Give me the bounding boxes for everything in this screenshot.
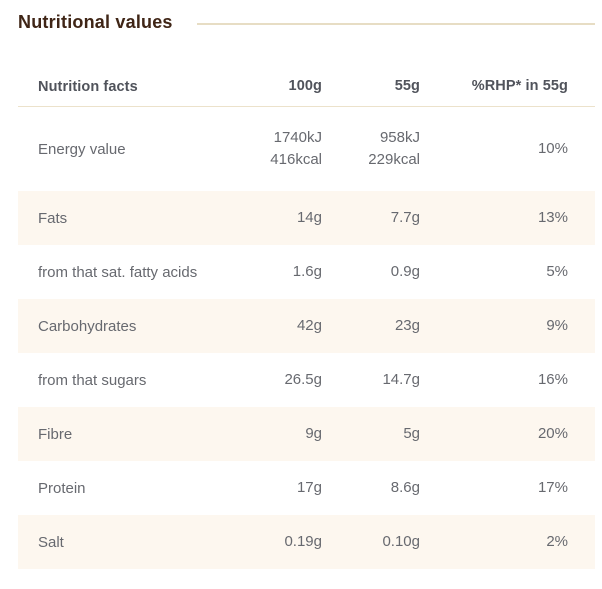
- table-row-fibre: Fibre 9g 5g 20%: [18, 407, 595, 461]
- cell-rhp: 9%: [546, 316, 568, 334]
- section-header: Nutritional values: [0, 0, 602, 33]
- table-row-sugars: from that sugars 26.5g 14.7g 16%: [18, 353, 595, 407]
- row-label: Protein: [38, 479, 86, 497]
- cell-100g: 9g: [305, 424, 322, 442]
- cell-100g: 42g: [296, 316, 322, 334]
- cell-100g: 17g: [296, 478, 322, 496]
- cell-55g: 23g: [394, 316, 420, 334]
- table-row-sat-fatty-acids: from that sat. fatty acids 1.6g 0.9g 5%: [18, 245, 595, 299]
- cell-rhp: 10%: [537, 139, 568, 157]
- cell-100g: 1740kJ 416kcal: [270, 128, 322, 169]
- table-row-energy: Energy value 1740kJ 416kcal 958kJ 229kca…: [18, 107, 595, 191]
- table-row-carbohydrates: Carbohydrates 42g 23g 9%: [18, 299, 595, 353]
- cell-55g: 7.7g: [390, 208, 420, 226]
- header-cell-100g: 100g: [288, 77, 322, 94]
- table-header-row: Nutrition facts 100g 55g %RHP* in 55g: [18, 67, 595, 107]
- cell-55g: 0.9g: [390, 262, 420, 280]
- row-label: Energy value: [38, 140, 126, 158]
- row-label: from that sat. fatty acids: [38, 263, 198, 281]
- cell-rhp: 13%: [537, 208, 568, 226]
- cell-rhp: 16%: [537, 370, 568, 388]
- cell-55g: 5g: [403, 424, 420, 442]
- cell-100g: 1.6g: [292, 262, 322, 280]
- cell-100g: 0.19g: [284, 532, 322, 550]
- cell-rhp: 20%: [537, 424, 568, 442]
- cell-55g: 14.7g: [382, 370, 420, 388]
- header-cell-rhp: %RHP* in 55g: [471, 77, 568, 94]
- nutrition-table: Nutrition facts 100g 55g %RHP* in 55g En…: [18, 67, 595, 569]
- cell-rhp: 5%: [546, 262, 568, 280]
- cell-rhp: 17%: [537, 478, 568, 496]
- cell-55g: 0.10g: [382, 532, 420, 550]
- header-cell-nutrition-facts: Nutrition facts: [38, 78, 138, 95]
- page-title: Nutritional values: [18, 12, 173, 32]
- cell-55g: 8.6g: [390, 478, 420, 496]
- cell-100g: 14g: [296, 208, 322, 226]
- header-cell-55g: 55g: [394, 77, 420, 94]
- row-label: Fibre: [38, 425, 73, 443]
- cell-55g: 958kJ 229kcal: [368, 128, 420, 169]
- cell-rhp: 2%: [546, 532, 568, 550]
- table-row-fats: Fats 14g 7.7g 13%: [18, 191, 595, 245]
- row-label: Fats: [38, 209, 68, 227]
- table-row-protein: Protein 17g 8.6g 17%: [18, 461, 595, 515]
- row-label: Salt: [38, 533, 64, 551]
- title-divider: [196, 22, 595, 25]
- cell-100g: 26.5g: [284, 370, 322, 388]
- row-label: from that sugars: [38, 371, 147, 389]
- row-label: Carbohydrates: [38, 317, 137, 335]
- table-row-salt: Salt 0.19g 0.10g 2%: [18, 515, 595, 569]
